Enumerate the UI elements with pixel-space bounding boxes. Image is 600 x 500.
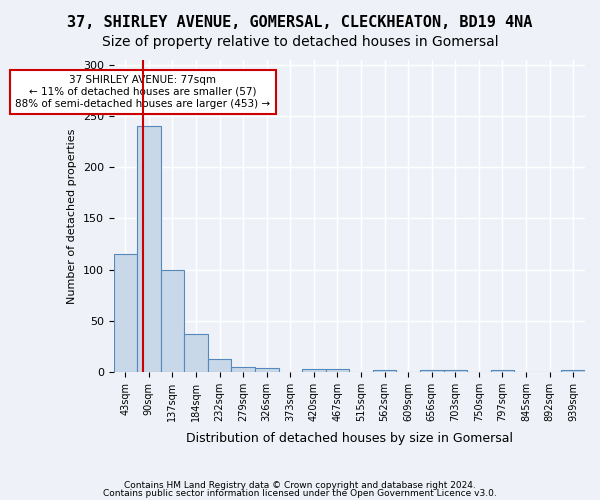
Y-axis label: Number of detached properties: Number of detached properties [67,128,77,304]
Bar [443,370,467,372]
Bar [137,126,161,372]
Bar [208,358,232,372]
Bar [491,370,514,372]
Bar [562,370,585,372]
Bar [113,254,137,372]
Text: 37 SHIRLEY AVENUE: 77sqm
← 11% of detached houses are smaller (57)
88% of semi-d: 37 SHIRLEY AVENUE: 77sqm ← 11% of detach… [16,76,271,108]
Bar [184,334,208,372]
Text: Contains HM Land Registry data © Crown copyright and database right 2024.: Contains HM Land Registry data © Crown c… [124,481,476,490]
Bar [326,368,349,372]
Text: 37, SHIRLEY AVENUE, GOMERSAL, CLECKHEATON, BD19 4NA: 37, SHIRLEY AVENUE, GOMERSAL, CLECKHEATO… [67,15,533,30]
Bar [255,368,278,372]
Bar [373,370,397,372]
Text: Contains public sector information licensed under the Open Government Licence v3: Contains public sector information licen… [103,488,497,498]
X-axis label: Distribution of detached houses by size in Gomersal: Distribution of detached houses by size … [186,432,513,445]
Bar [232,366,255,372]
Bar [161,270,184,372]
Bar [420,370,443,372]
Bar [302,368,326,372]
Text: Size of property relative to detached houses in Gomersal: Size of property relative to detached ho… [101,35,499,49]
